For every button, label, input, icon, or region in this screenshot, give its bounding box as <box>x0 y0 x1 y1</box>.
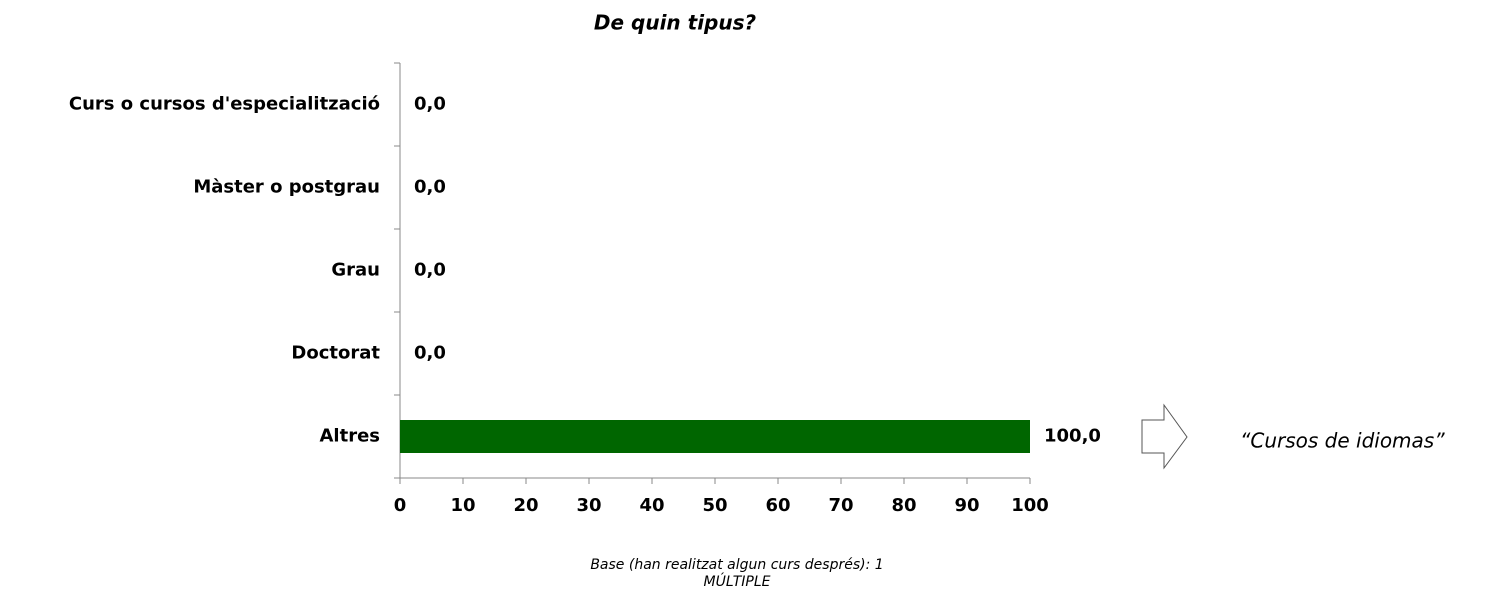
x-tick-label: 80 <box>891 495 916 516</box>
bar <box>400 420 1030 453</box>
footnote: MÚLTIPLE <box>704 572 771 590</box>
data-label: 0,0 <box>414 343 446 364</box>
data-label: 0,0 <box>414 260 446 281</box>
y-tick-label: Doctorat <box>291 343 380 364</box>
annotation: “Cursos de idiomas” <box>1240 429 1445 453</box>
data-label: 100,0 <box>1044 426 1101 447</box>
y-tick-label: Curs o cursos d'especialització <box>69 94 380 115</box>
x-tick-label: 50 <box>702 495 727 516</box>
arrow <box>1141 403 1188 470</box>
data-label: 0,0 <box>414 94 446 115</box>
x-tick-label: 40 <box>639 495 664 516</box>
y-tick-label: Màster o postgrau <box>193 177 380 198</box>
y-tick-label: Altres <box>319 426 380 447</box>
x-tick-label: 60 <box>765 495 790 516</box>
x-tick-label: 70 <box>828 495 853 516</box>
x-tick-label: 30 <box>576 495 601 516</box>
footnote: Base (han realitzat algun curs després):… <box>590 557 883 573</box>
y-tick-label: Grau <box>331 260 380 281</box>
chart-title: De quin tipus? <box>594 11 757 35</box>
x-tick-label: 10 <box>450 495 475 516</box>
x-tick-label: 90 <box>954 495 979 516</box>
x-tick-label: 20 <box>513 495 538 516</box>
x-tick-label: 100 <box>1011 495 1049 516</box>
x-tick-label: 0 <box>394 495 407 516</box>
data-label: 0,0 <box>414 177 446 198</box>
